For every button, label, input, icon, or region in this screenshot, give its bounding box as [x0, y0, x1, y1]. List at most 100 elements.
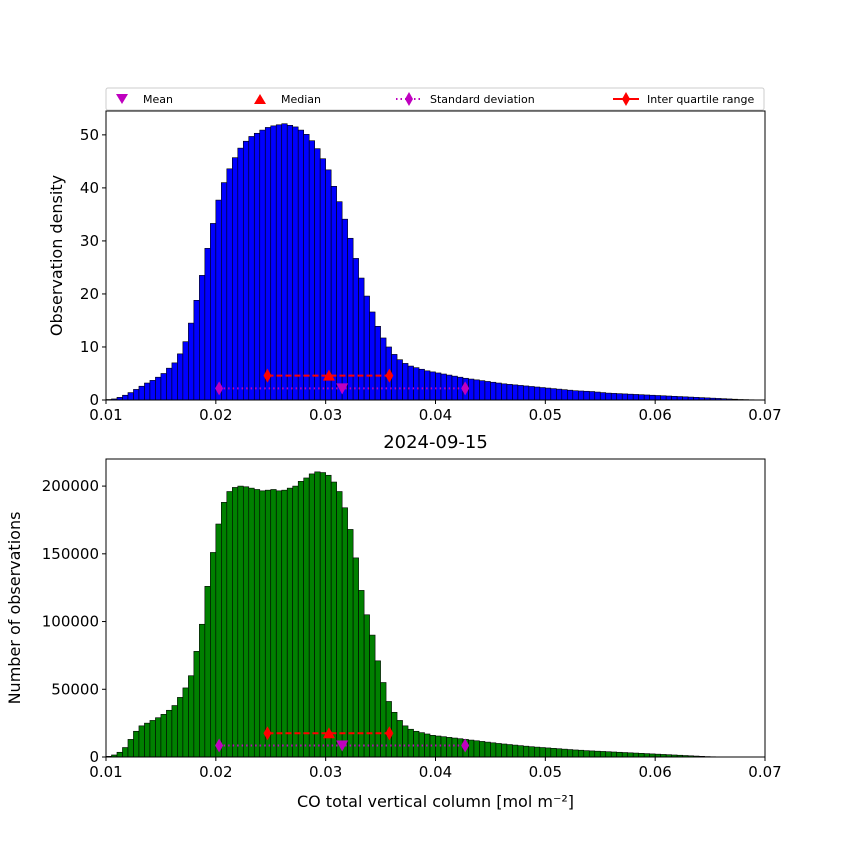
- bars-group: [106, 472, 765, 757]
- histogram-bar: [622, 753, 627, 757]
- histogram-bar: [567, 390, 572, 400]
- y-tick-label: 30: [80, 232, 99, 250]
- histogram-bar: [326, 170, 331, 400]
- histogram-bar: [644, 754, 649, 757]
- histogram-bar: [166, 710, 171, 757]
- histogram-bar: [144, 383, 149, 400]
- histogram-bar: [133, 731, 138, 757]
- histogram-bar: [452, 738, 457, 757]
- histogram-bar: [172, 363, 177, 400]
- histogram-bar: [644, 395, 649, 400]
- histogram-bar: [227, 169, 232, 400]
- y-tick-label: 10: [80, 338, 99, 356]
- x-tick-label: 0.07: [748, 406, 781, 424]
- histogram-bar: [293, 486, 298, 757]
- histogram-bar: [468, 379, 473, 400]
- histogram-bar: [232, 158, 237, 400]
- y-tick-label: 150000: [42, 545, 99, 563]
- histogram-bar: [210, 552, 215, 757]
- histogram-bar: [221, 183, 226, 400]
- bars-group: [106, 124, 765, 400]
- histogram-bar: [232, 487, 237, 757]
- histogram-bar: [551, 389, 556, 400]
- histogram-bar: [364, 296, 369, 400]
- histogram-bar: [496, 743, 501, 757]
- histogram-bar: [139, 386, 144, 400]
- histogram-bar: [139, 726, 144, 757]
- histogram-bar: [430, 372, 435, 400]
- histogram-bar: [545, 388, 550, 400]
- histogram-bar: [205, 586, 210, 757]
- y-tick-label: 40: [80, 179, 99, 197]
- histogram-bar: [562, 749, 567, 757]
- histogram-bar: [381, 338, 386, 400]
- histogram-bar: [276, 125, 281, 400]
- histogram-bar: [320, 473, 325, 757]
- histogram-bar: [666, 396, 671, 400]
- histogram-bar: [243, 141, 248, 400]
- histogram-bar: [199, 275, 204, 400]
- histogram-bar: [359, 278, 364, 400]
- histogram-bar: [633, 753, 638, 757]
- histogram-bar: [133, 389, 138, 400]
- histogram-bar: [298, 130, 303, 400]
- histogram-bar: [150, 720, 155, 757]
- legend-std-label: Standard deviation: [430, 93, 535, 106]
- histogram-bar: [639, 395, 644, 400]
- histogram-bar: [490, 743, 495, 757]
- histogram-bar: [298, 481, 303, 757]
- y-tick-label: 50000: [51, 680, 99, 698]
- histogram-bar: [441, 737, 446, 757]
- histogram-bar: [320, 159, 325, 400]
- histogram-bar: [639, 753, 644, 757]
- y-tick-label: 0: [89, 748, 99, 766]
- histogram-bar: [122, 748, 127, 757]
- histogram-bar: [348, 529, 353, 757]
- histogram-bar: [567, 750, 572, 757]
- y-axis-label: Number of observations: [5, 512, 24, 705]
- histogram-bar: [485, 381, 490, 400]
- x-tick-label: 0.02: [199, 406, 232, 424]
- histogram-bar: [457, 739, 462, 757]
- histogram-bar: [282, 124, 287, 400]
- histogram-bar: [128, 739, 133, 757]
- histogram-bar: [331, 186, 336, 400]
- y-tick-label: 0: [89, 391, 99, 409]
- y-tick-label: 20: [80, 285, 99, 303]
- histogram-bar: [359, 590, 364, 757]
- x-tick-label: 0.07: [748, 763, 781, 781]
- histogram-bar: [556, 749, 561, 757]
- histogram-bar: [584, 391, 589, 400]
- histogram-bar: [249, 136, 254, 400]
- x-tick-label: 0.04: [419, 406, 452, 424]
- histogram-bar: [188, 676, 193, 757]
- histogram-bar: [622, 394, 627, 400]
- histogram-bar: [194, 300, 199, 400]
- histogram-bar: [271, 489, 276, 757]
- histogram-bar: [534, 387, 539, 400]
- histogram-bar: [150, 380, 155, 400]
- histogram-bar: [650, 395, 655, 400]
- histogram-bar: [479, 381, 484, 400]
- histogram-bar: [479, 741, 484, 757]
- chart-title: 2024-09-15: [383, 432, 488, 453]
- histogram-bar: [271, 126, 276, 400]
- histogram-bar: [183, 342, 188, 400]
- histogram-bar: [523, 746, 528, 757]
- x-tick-label: 0.05: [529, 763, 562, 781]
- histogram-bar: [595, 751, 600, 757]
- histogram-bar: [589, 392, 594, 400]
- histogram-bar: [584, 751, 589, 757]
- histogram-bar: [474, 380, 479, 400]
- y-axis-label: Observation density: [47, 175, 66, 336]
- histogram-bar: [155, 718, 160, 757]
- histogram-bar: [589, 751, 594, 757]
- histogram-bar: [161, 373, 166, 400]
- x-tick-label: 0.04: [419, 763, 452, 781]
- histogram-bar: [172, 706, 177, 757]
- histogram-bar: [331, 482, 336, 757]
- histogram-bar: [249, 488, 254, 757]
- histogram-bar: [661, 396, 666, 400]
